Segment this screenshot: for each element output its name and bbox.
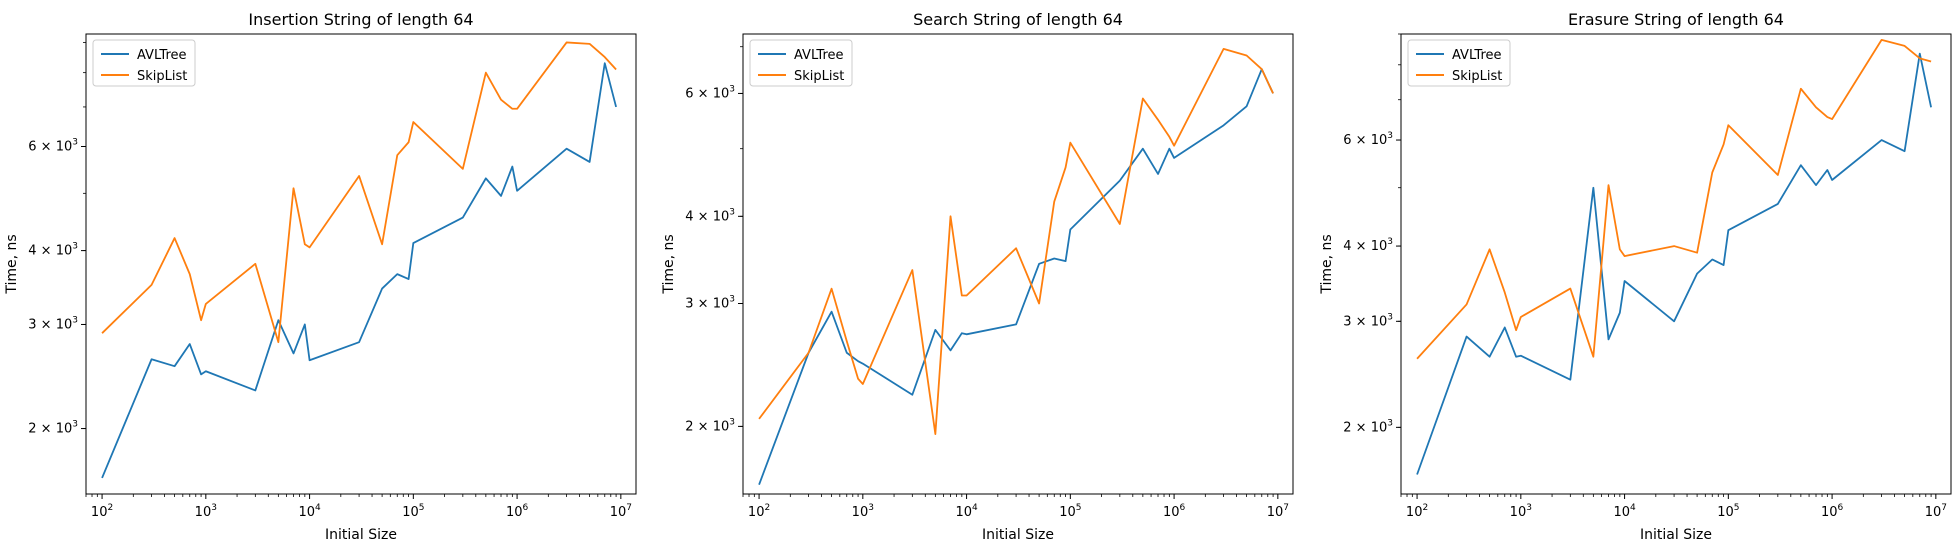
series-line-skiplist xyxy=(758,47,1274,435)
legend-label-skiplist: SkipList xyxy=(137,69,187,84)
y-axis-label: Time, ns xyxy=(661,234,677,294)
legend: AVLTree SkipList xyxy=(1407,39,1511,87)
series-line-avltree xyxy=(101,62,617,479)
x-tick-label: 103 xyxy=(195,503,217,520)
x-axis-label: Initial Size xyxy=(325,527,397,543)
y-tick-label: 3 × 103 xyxy=(28,315,78,332)
plot-area xyxy=(1416,38,1932,475)
series-line-skiplist xyxy=(101,41,617,344)
legend-label-skiplist: SkipList xyxy=(1452,69,1502,84)
y-tick-label: 4 × 103 xyxy=(28,242,78,259)
x-tick-label: 107 xyxy=(1925,503,1947,520)
x-tick-label: 107 xyxy=(1267,503,1289,520)
y-tick-label: 4 × 103 xyxy=(685,207,735,224)
legend-label-avltree: AVLTree xyxy=(137,48,187,63)
y-tick-label: 3 × 103 xyxy=(1343,312,1393,329)
legend-label-avltree: AVLTree xyxy=(1452,48,1502,63)
x-tick-label: 106 xyxy=(1821,503,1844,520)
plot-frame xyxy=(742,33,1294,495)
chart-panel-2: Search String of length 64 102 103 104 105 10… xyxy=(661,10,1294,543)
y-tick-label: 4 × 103 xyxy=(1343,237,1393,254)
y-tick-label: 2 × 103 xyxy=(1343,418,1393,435)
chart-title: Search String of length 64 xyxy=(913,10,1123,29)
x-tick-label: 105 xyxy=(402,503,424,520)
chart-title: Erasure String of length 64 xyxy=(1568,10,1784,29)
series-line-avltree xyxy=(1416,52,1932,475)
x-tick-label: 104 xyxy=(1613,503,1636,520)
x-tick-label: 107 xyxy=(610,503,632,520)
y-tick-label: 3 × 103 xyxy=(685,294,735,311)
y-tick-label: 2 × 103 xyxy=(685,417,735,434)
y-tick-label: 2 × 103 xyxy=(28,420,78,437)
y-axis-label: Time, ns xyxy=(4,234,20,294)
y-axis-label: Time, ns xyxy=(1319,234,1335,294)
plot-frame xyxy=(85,33,637,495)
series-line-skiplist xyxy=(1416,38,1932,360)
y-tick-label: 6 × 103 xyxy=(28,138,78,155)
x-tick-label: 102 xyxy=(91,503,113,520)
chart-title: Insertion String of length 64 xyxy=(248,10,473,29)
series-line-avltree xyxy=(758,68,1274,485)
x-tick-label: 106 xyxy=(1163,503,1186,520)
legend: AVLTree SkipList xyxy=(749,39,853,87)
plot-area xyxy=(758,47,1274,485)
x-tick-label: 102 xyxy=(1406,503,1428,520)
x-tick-label: 105 xyxy=(1717,503,1739,520)
x-tick-label: 104 xyxy=(298,503,321,520)
chart-panel-1: Insertion String of length 64 102 103 104 10… xyxy=(4,10,637,543)
y-tick-label: 6 × 103 xyxy=(1343,131,1393,148)
legend: AVLTree SkipList xyxy=(92,39,196,87)
x-tick-label: 103 xyxy=(1510,503,1532,520)
x-tick-label: 105 xyxy=(1059,503,1081,520)
plot-frame xyxy=(1400,33,1952,495)
legend-label-avltree: AVLTree xyxy=(794,48,844,63)
x-tick-label: 104 xyxy=(955,503,978,520)
x-axis-label: Initial Size xyxy=(1640,527,1712,543)
x-axis-label: Initial Size xyxy=(982,527,1054,543)
y-tick-label: 6 × 103 xyxy=(685,84,735,101)
x-tick-label: 103 xyxy=(852,503,874,520)
x-tick-label: 106 xyxy=(506,503,529,520)
plot-area xyxy=(101,41,617,479)
chart-panel-3: Erasure String of length 64 102 103 104 105 1… xyxy=(1319,10,1952,543)
legend-label-skiplist: SkipList xyxy=(794,69,844,84)
x-tick-label: 102 xyxy=(748,503,770,520)
